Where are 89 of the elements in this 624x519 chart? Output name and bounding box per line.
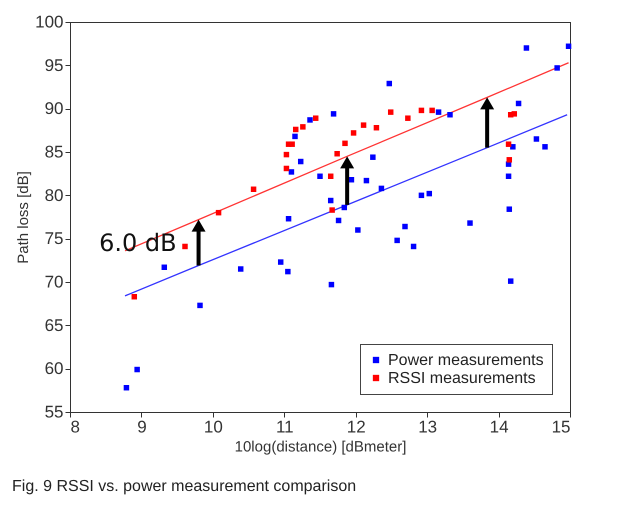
x-tick-label: 12 (346, 418, 366, 436)
x-axis-title: 10log(distance) [dBmeter] (234, 438, 406, 456)
x-tick-label: 10 (204, 418, 223, 436)
legend-label: Power measurements (388, 352, 544, 369)
point (342, 140, 348, 146)
point (132, 294, 138, 300)
point (364, 178, 370, 184)
point (524, 45, 530, 51)
point (312, 115, 318, 121)
point (506, 206, 512, 212)
point (467, 220, 473, 226)
point (278, 259, 284, 265)
x-tick-label: 13 (418, 418, 438, 436)
y-axis-title: Path loss [dB] (15, 171, 32, 264)
point (124, 384, 130, 390)
point (288, 169, 294, 175)
point (330, 111, 336, 117)
point (238, 266, 244, 272)
point (516, 100, 522, 106)
y-tick-label: 60 (44, 359, 64, 378)
point (162, 264, 168, 270)
point (292, 126, 298, 132)
x-tick-label: 14 (490, 418, 509, 436)
point (216, 210, 222, 216)
point (292, 134, 298, 140)
caption: Fig. 9 RSSI vs. power measurement comparison (12, 478, 356, 496)
point (386, 80, 392, 86)
point (328, 174, 334, 180)
point (307, 117, 313, 123)
point (534, 136, 540, 142)
x-tick-label: 9 (137, 418, 147, 436)
point (394, 238, 400, 244)
point (542, 144, 548, 150)
point (134, 366, 140, 372)
y-tick-label: 75 (44, 229, 64, 248)
point (285, 268, 291, 274)
point (374, 124, 380, 130)
y-tick-label: 90 (44, 99, 64, 118)
point (370, 154, 376, 160)
point (378, 186, 384, 192)
point (355, 227, 361, 233)
x-tick-label: 11 (276, 418, 294, 436)
point (284, 166, 290, 172)
point (360, 122, 366, 128)
point (328, 198, 334, 204)
point (447, 112, 453, 118)
point (348, 176, 354, 182)
point (197, 302, 203, 308)
point (508, 278, 514, 284)
point (336, 218, 342, 224)
point (402, 224, 408, 230)
point (566, 44, 572, 50)
point (328, 282, 334, 288)
point (284, 152, 290, 158)
point (418, 108, 424, 114)
annotation: 6.0 dB (99, 228, 177, 257)
y-tick-label: 65 (44, 316, 64, 335)
y-tick-label: 95 (44, 56, 64, 75)
point (388, 109, 394, 115)
y-tick-label: 80 (44, 186, 64, 205)
point (350, 130, 356, 136)
point (334, 150, 340, 156)
point (506, 141, 512, 147)
point (410, 244, 416, 250)
point (317, 174, 323, 180)
point (342, 204, 348, 210)
point (512, 111, 518, 117)
point (554, 65, 560, 71)
legend-label: RSSI measurements (388, 370, 536, 387)
y-tick-label: 55 (44, 402, 64, 422)
y-tick-label: 100 (35, 12, 64, 32)
x-tick-label: 15 (552, 418, 570, 436)
point (182, 244, 188, 250)
point (250, 186, 256, 192)
point (405, 115, 411, 121)
point (329, 207, 335, 213)
point (298, 158, 304, 164)
point (436, 109, 442, 115)
y-tick-label: 70 (44, 272, 64, 292)
point (286, 216, 292, 222)
point (506, 157, 512, 163)
point (429, 108, 435, 114)
point (426, 190, 432, 196)
point (300, 124, 306, 130)
point (506, 174, 512, 180)
x-tick-label: 8 (70, 418, 80, 436)
y-tick-label: 85 (44, 142, 64, 162)
point (418, 192, 424, 198)
point (289, 141, 295, 147)
